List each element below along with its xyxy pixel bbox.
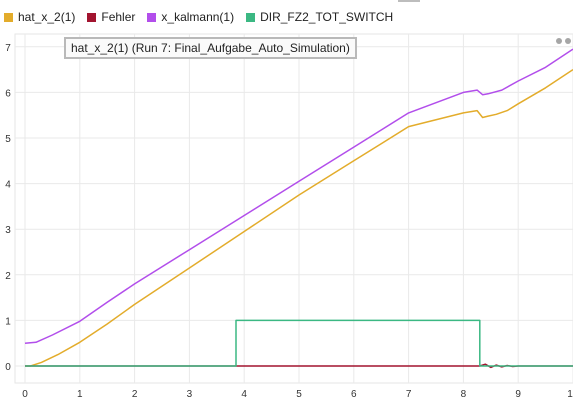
- series-line-hat-x-2-1-: [25, 68, 573, 367]
- y-tick-label: 7: [5, 43, 11, 54]
- x-tick-label: 0: [22, 389, 28, 400]
- legend-item[interactable]: hat_x_2(1): [4, 10, 75, 24]
- series-layer: [24, 48, 573, 369]
- legend-item[interactable]: DIR_FZ2_TOT_SWITCH: [246, 10, 393, 24]
- y-tick-label: 1: [5, 316, 11, 327]
- legend-swatch: [147, 12, 157, 22]
- x-tick-label: 5: [296, 389, 302, 400]
- legend-swatch: [246, 12, 256, 22]
- x-tick-label: 2: [132, 389, 138, 400]
- legend: hat_x_2(1) Fehler x_kalmann(1) DIR_FZ2_TOT_…: [0, 0, 573, 34]
- y-tick-label: 4: [5, 180, 11, 191]
- y-tick-label: 5: [5, 134, 11, 145]
- series-line-x-kalmann-1-: [24, 48, 573, 344]
- chart-grid: [14, 33, 573, 384]
- y-tick-label: 2: [5, 271, 11, 282]
- legend-item[interactable]: x_kalmann(1): [147, 10, 234, 24]
- scrollbar-thumb[interactable]: [398, 0, 420, 2]
- legend-label: Fehler: [101, 10, 136, 24]
- x-tick-label: 9: [515, 389, 521, 400]
- y-tick-label: 6: [5, 88, 11, 99]
- legend-item[interactable]: Fehler: [87, 10, 135, 24]
- y-tick-label: 0: [5, 362, 11, 373]
- series-line-dir-fz2-tot-switch: [25, 319, 573, 367]
- x-tick-label: 7: [406, 389, 412, 400]
- legend-swatch: [4, 12, 13, 22]
- y-tick-label: 3: [5, 225, 11, 236]
- legend-swatch: [87, 12, 97, 22]
- plot-area: [14, 33, 573, 384]
- x-tick-label: 6: [351, 389, 357, 400]
- x-tick-label: 1: [567, 389, 573, 400]
- plot-title: hat_x_2(1) (Run 7: Final_Aufgabe_Auto_Si…: [64, 37, 357, 59]
- legend-label: hat_x_2(1): [18, 10, 76, 24]
- legend-label: x_kalmann(1): [161, 10, 235, 24]
- x-tick-label: 8: [461, 389, 467, 400]
- x-tick-label: 4: [241, 389, 247, 400]
- x-tick-label: 1: [77, 389, 83, 400]
- legend-label: DIR_FZ2_TOT_SWITCH: [260, 10, 394, 24]
- more-options-icon[interactable]: [553, 38, 571, 44]
- x-tick-label: 3: [187, 389, 193, 400]
